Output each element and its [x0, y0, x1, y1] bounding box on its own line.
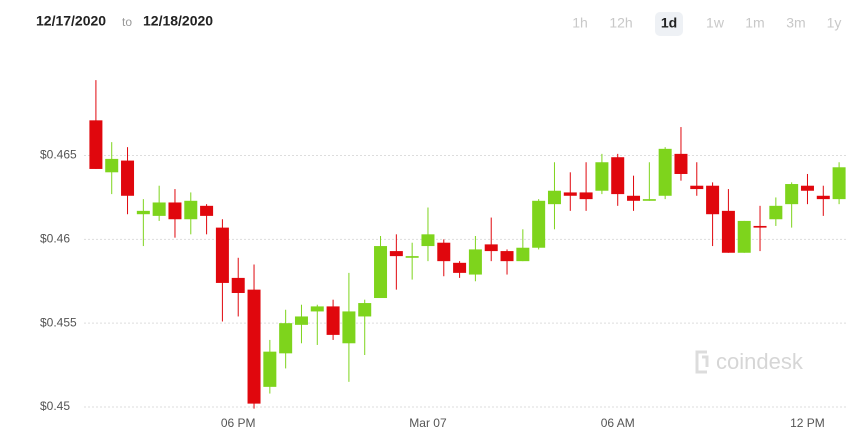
candle-body — [579, 192, 593, 200]
x-tick-label: 06 AM — [601, 416, 635, 430]
candle-body — [595, 162, 609, 191]
candle-body — [547, 190, 561, 205]
candle-body — [247, 289, 261, 404]
candle-body — [342, 311, 356, 344]
candle-body — [500, 251, 514, 262]
candle-body — [674, 153, 688, 174]
range-tab[interactable]: 1m — [745, 15, 764, 31]
range-tab[interactable]: 1y — [827, 15, 842, 31]
candle-body — [152, 202, 166, 216]
y-tick-label: $0.455 — [40, 315, 77, 329]
candle-body — [326, 306, 340, 335]
range-tab[interactable]: 1h — [572, 15, 588, 31]
start-date: 12/17/2020 — [36, 13, 106, 29]
candle-body — [231, 277, 245, 293]
candle-body — [721, 210, 735, 253]
y-tick-label: $0.45 — [40, 399, 70, 413]
candle-body — [642, 199, 656, 201]
candle-body — [816, 195, 830, 200]
range-tab[interactable]: 3m — [786, 15, 805, 31]
candle-body — [294, 316, 308, 325]
candle-body — [358, 303, 372, 317]
y-tick-label: $0.46 — [40, 232, 70, 246]
range-tab[interactable]: 1d — [661, 15, 677, 31]
candle-body — [279, 323, 293, 354]
candle-body — [800, 185, 814, 191]
candle-body — [389, 251, 403, 257]
candle-body — [215, 227, 229, 283]
candle-body — [200, 205, 214, 216]
candle-body — [706, 185, 720, 215]
tab-highlight — [655, 12, 683, 36]
candle-body — [421, 234, 435, 247]
candle-body — [168, 202, 182, 220]
candle-body — [374, 246, 388, 299]
candle-body — [184, 200, 198, 220]
x-tick-label: 06 PM — [221, 416, 256, 430]
candle-body — [658, 148, 672, 196]
candle-body — [785, 184, 799, 205]
candle-body — [516, 247, 530, 262]
x-tick-label: Mar 07 — [409, 416, 447, 430]
watermark: coindesk — [716, 349, 804, 374]
candle-body — [437, 242, 451, 262]
watermark-logo — [695, 350, 709, 374]
candle-body — [563, 192, 577, 196]
candle-body — [105, 158, 119, 173]
date-separator: to — [122, 15, 132, 29]
candle-body — [121, 160, 135, 196]
candle-body — [310, 306, 324, 312]
range-tab[interactable]: 1w — [706, 15, 725, 31]
candle-body — [611, 157, 625, 195]
candle-body — [89, 120, 103, 169]
x-tick-label: 12 PM — [790, 416, 825, 430]
candle-body — [532, 200, 546, 248]
candle-body — [468, 249, 482, 275]
end-date: 12/18/2020 — [143, 13, 213, 29]
candle-body — [263, 351, 277, 387]
candle-body — [136, 210, 150, 215]
candle-body — [484, 244, 498, 252]
candle-body — [753, 225, 767, 228]
candle-body — [627, 195, 641, 201]
candle-body — [769, 205, 783, 220]
candle-body — [453, 262, 467, 273]
y-tick-label: $0.465 — [40, 148, 77, 162]
candle-body — [832, 167, 846, 200]
candle-body — [405, 256, 419, 258]
candle-body — [737, 220, 751, 253]
candle-body — [690, 185, 704, 190]
range-tab[interactable]: 12h — [609, 15, 632, 31]
